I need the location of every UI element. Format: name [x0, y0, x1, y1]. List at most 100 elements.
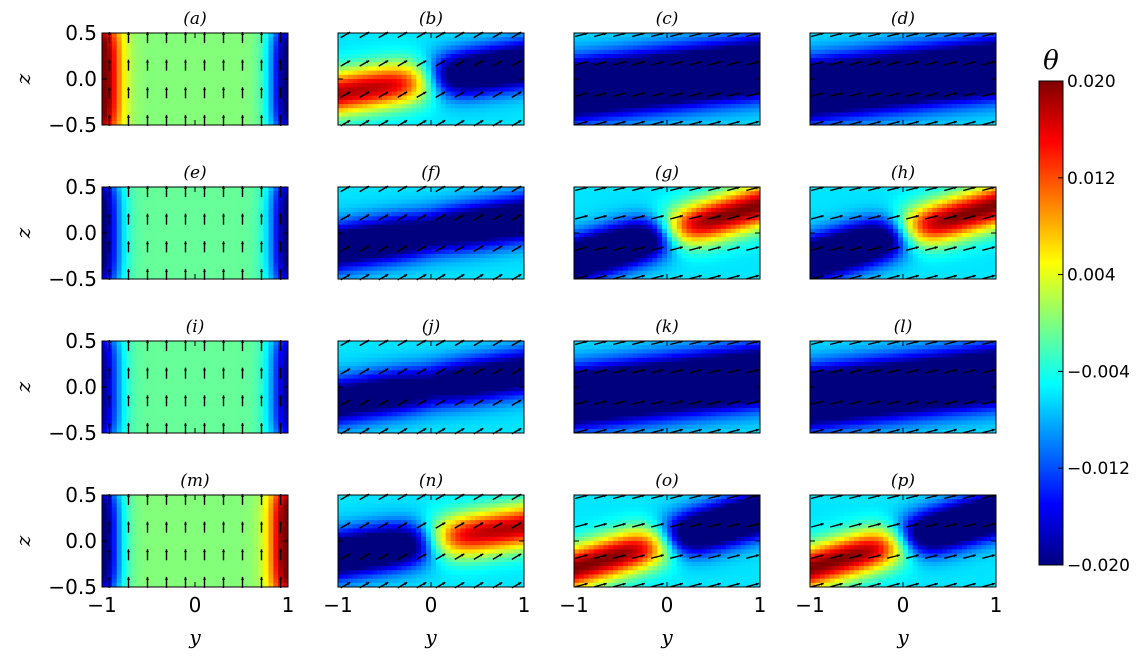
heatmap-cell — [608, 95, 614, 101]
heatmap-cell — [229, 195, 235, 201]
velocity-arrowhead — [896, 92, 900, 96]
heatmap-cell — [357, 249, 364, 255]
heatmap-cell — [352, 258, 359, 263]
heatmap-cell — [224, 112, 230, 118]
panel-a: (a)0.50.0−0.5z — [11, 9, 289, 137]
velocity-arrowhead — [839, 60, 843, 64]
heatmap-cell — [273, 191, 279, 196]
heatmap-cell — [243, 49, 250, 55]
heatmap-cell — [401, 49, 408, 55]
heatmap-cell — [583, 95, 590, 101]
heatmap-cell — [234, 37, 240, 42]
heatmap-cell — [642, 87, 649, 93]
heatmap-cell — [263, 79, 270, 84]
heatmap-cell — [499, 53, 506, 59]
heatmap-cell — [342, 58, 349, 63]
heatmap-cell — [357, 83, 364, 88]
heatmap-cell — [735, 33, 742, 38]
heatmap-cell — [730, 41, 737, 47]
heatmap-cell — [426, 83, 432, 88]
heatmap-cell — [136, 212, 142, 217]
heatmap-cell — [253, 33, 260, 38]
heatmap-cell — [165, 79, 172, 84]
heatmap-cell — [676, 74, 683, 80]
heatmap-cell — [204, 274, 211, 279]
heatmap-cell — [829, 104, 836, 109]
heatmap-cell — [199, 87, 206, 93]
velocity-arrowhead — [279, 213, 283, 217]
heatmap-cell — [190, 274, 196, 279]
heatmap-cell — [146, 45, 152, 51]
heatmap-cell — [971, 41, 978, 47]
heatmap-cell — [391, 253, 398, 259]
heatmap-cell — [618, 49, 624, 55]
heatmap-cell — [131, 74, 137, 80]
heatmap-cell — [111, 33, 118, 38]
heatmap-cell — [347, 212, 354, 217]
heatmap-cell — [155, 116, 162, 122]
heatmap-cell — [598, 70, 604, 76]
heatmap-cell — [844, 53, 850, 59]
heatmap-cell — [386, 33, 393, 38]
heatmap-cell — [701, 108, 707, 114]
heatmap-cell — [372, 195, 378, 201]
heatmap-cell — [652, 83, 658, 88]
heatmap-cell — [224, 91, 230, 97]
velocity-arrowhead — [820, 120, 824, 124]
heatmap-cell — [347, 83, 354, 88]
heatmap-cell — [268, 58, 274, 63]
heatmap-cell — [195, 70, 201, 76]
heatmap-cell — [248, 266, 255, 272]
velocity-arrowhead — [442, 91, 446, 95]
heatmap-cell — [465, 53, 471, 59]
heatmap-cell — [440, 53, 447, 59]
heatmap-cell — [273, 253, 279, 259]
heatmap-cell — [701, 99, 707, 105]
heatmap-cell — [637, 99, 644, 105]
heatmap-cell — [367, 62, 373, 68]
heatmap-cell — [627, 112, 634, 118]
heatmap-cell — [455, 41, 461, 47]
heatmap-cell — [849, 58, 855, 63]
heatmap-cell — [180, 79, 186, 84]
heatmap-cell — [956, 74, 963, 80]
heatmap-cell — [593, 108, 600, 114]
heatmap-cell — [494, 79, 501, 84]
heatmap-cell — [190, 262, 196, 268]
heatmap-cell — [966, 83, 973, 88]
heatmap-cell — [878, 41, 885, 47]
heatmap-cell — [810, 87, 816, 93]
heatmap-cell — [362, 237, 368, 242]
heatmap-cell — [180, 116, 186, 122]
heatmap-cell — [278, 224, 284, 230]
heatmap-cell — [243, 91, 250, 97]
heatmap-cell — [175, 41, 181, 47]
heatmap-cell — [243, 233, 250, 238]
heatmap-cell — [126, 91, 132, 97]
heatmap-cell — [740, 74, 746, 80]
heatmap-cell — [391, 245, 398, 251]
heatmap-cell — [519, 83, 524, 88]
heatmap-cell — [111, 79, 118, 84]
heatmap-cell — [347, 66, 354, 72]
heatmap-cell — [352, 228, 359, 234]
heatmap-cell — [116, 228, 123, 234]
heatmap-cell — [608, 53, 614, 59]
heatmap-cell — [976, 70, 982, 76]
heatmap-cell — [603, 33, 609, 38]
heatmap-cell — [352, 203, 359, 209]
heatmap-cell — [248, 203, 255, 209]
heatmap-cell — [745, 116, 751, 122]
heatmap-cell — [234, 45, 240, 51]
heatmap-cell — [248, 99, 255, 105]
heatmap-cell — [642, 91, 649, 97]
heatmap-cell — [229, 37, 235, 42]
heatmap-cell — [170, 95, 177, 101]
heatmap-cell — [347, 108, 354, 114]
heatmap-cell — [150, 233, 157, 238]
heatmap-cell — [234, 70, 240, 76]
heatmap-cell — [676, 112, 683, 118]
heatmap-cell — [338, 70, 344, 76]
heatmap-cell — [883, 45, 889, 51]
heatmap-cell — [263, 203, 270, 209]
